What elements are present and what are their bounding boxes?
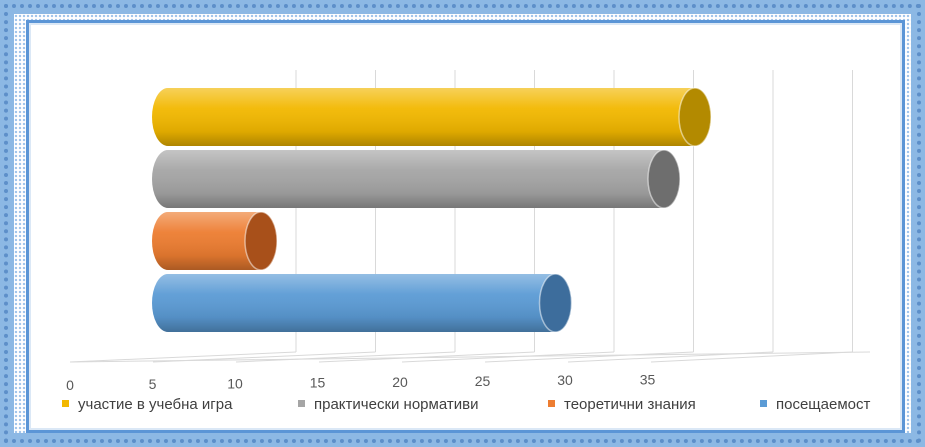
x-axis-ticks: 0 5 10 15 20 25 30 35 xyxy=(66,371,655,393)
bar-shade-0 xyxy=(152,88,711,146)
bar-участие-в-учебна-игра xyxy=(152,87,712,147)
legend-swatch-3 xyxy=(760,400,767,407)
x-tick-label-30: 30 xyxy=(557,372,573,388)
x-tick-label-0: 0 xyxy=(66,377,74,393)
legend-swatch-2 xyxy=(548,400,555,407)
x-tick-label-25: 25 xyxy=(475,373,491,389)
x-tick-label-15: 15 xyxy=(310,375,326,391)
bar-shade-1 xyxy=(152,150,680,208)
legend-swatch-0 xyxy=(62,400,69,407)
gridline-floor-5 xyxy=(484,351,694,363)
legend-label-2: теоретични знания xyxy=(564,396,696,413)
bar-теоретични-знания xyxy=(152,211,278,271)
legend: участие в учебна игра практически нормати… xyxy=(62,396,870,413)
bar-cap-1 xyxy=(647,149,681,209)
x-tick-label-5: 5 xyxy=(149,376,157,392)
legend-item-практически-нормативи: практически нормативи xyxy=(298,396,478,413)
bar-cap-2 xyxy=(244,211,278,271)
gridline-floor-3 xyxy=(318,351,535,363)
legend-item-теоретични-знания: теоретични знания xyxy=(548,396,696,413)
legend-label-0: участие в учебна игра xyxy=(78,396,233,413)
legend-label-3: посещаемост xyxy=(776,396,870,413)
legend-label-1: практически нормативи xyxy=(314,396,478,413)
bar-посещаемост xyxy=(152,273,573,333)
legend-swatch-1 xyxy=(298,400,305,407)
legend-item-участие-в-учебна-игра: участие в учебна игра xyxy=(62,396,233,413)
bar-практически-нормативи xyxy=(152,149,681,209)
gridline-floor-7 xyxy=(650,351,853,363)
gridline-floor-0 xyxy=(69,351,297,363)
bars xyxy=(152,87,712,333)
x-tick-label-35: 35 xyxy=(640,371,656,387)
bar-shade-2 xyxy=(152,212,277,270)
legend-item-посещаемост: посещаемост xyxy=(760,396,870,413)
bar-cap-3 xyxy=(538,273,573,333)
gridline-floor-2 xyxy=(235,351,456,363)
bar-cap-0 xyxy=(678,87,712,147)
bar-shade-3 xyxy=(152,274,572,332)
axis-floor-line xyxy=(69,351,871,363)
x-tick-label-20: 20 xyxy=(392,374,408,390)
x-tick-label-10: 10 xyxy=(227,375,243,391)
